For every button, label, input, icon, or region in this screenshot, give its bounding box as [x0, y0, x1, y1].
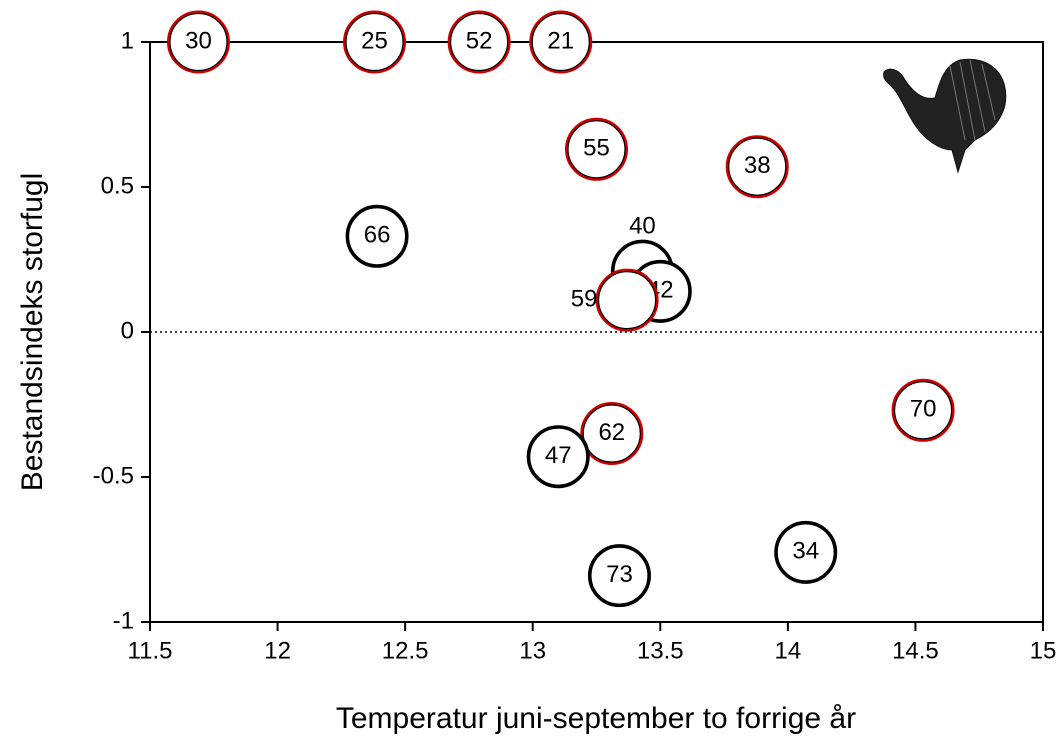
point-label: 47 [545, 442, 572, 469]
data-point-inner-ring [582, 404, 641, 463]
data-point-inner-ring [450, 12, 509, 72]
data-point-inner-ring [728, 137, 787, 196]
x-tick-label: 12 [264, 637, 291, 664]
data-point [774, 520, 838, 584]
point-label: 66 [364, 222, 391, 249]
point-label: 59 [571, 285, 598, 312]
point-label: 38 [744, 152, 771, 179]
y-tick-label: -1 [113, 607, 134, 634]
data-point [587, 544, 651, 608]
x-tick-label: 14 [775, 637, 802, 664]
data-point-inner-ring [347, 207, 407, 266]
data-point-inner-ring [598, 271, 657, 330]
data-point-inner-ring [531, 12, 590, 72]
data-point [447, 10, 511, 74]
point-label: 25 [361, 27, 388, 54]
x-axis-label: Temperatur juni-september to forrige år [336, 702, 856, 735]
data-point-inner-ring [590, 546, 649, 605]
y-tick-label: 0 [121, 317, 134, 344]
y-tick-label: -0.5 [93, 462, 134, 489]
x-tick-label: 12.5 [382, 637, 429, 664]
point-label: 21 [547, 27, 574, 54]
point-label: 52 [466, 27, 493, 54]
point-label: 62 [598, 419, 625, 446]
x-tick-label: 11.5 [128, 637, 173, 664]
data-point-inner-ring [893, 381, 953, 440]
x-tick-label: 14.5 [892, 637, 939, 664]
point-label: 34 [792, 538, 819, 565]
data-point-inner-ring [345, 12, 404, 72]
data-point [580, 402, 644, 465]
x-tick-label: 15 [1030, 637, 1057, 664]
point-label: 40 [629, 212, 656, 239]
x-tick-label: 13 [519, 637, 546, 664]
data-point [595, 268, 659, 332]
bird-illustration [883, 58, 1007, 174]
y-tick-label: 1 [121, 27, 134, 54]
data-point [565, 117, 628, 181]
data-point-inner-ring [529, 427, 588, 486]
data-point-inner-ring [776, 523, 835, 582]
data-point [725, 135, 789, 199]
y-tick-label: 0.5 [101, 172, 134, 199]
y-axis-label: Bestandsindeks storfugl [16, 173, 49, 492]
data-point [343, 10, 407, 74]
data-point [345, 204, 409, 268]
data-point-inner-ring [567, 120, 626, 179]
data-point [526, 425, 590, 489]
data-point [166, 10, 230, 74]
point-label: 30 [185, 27, 212, 54]
data-point-inner-ring [169, 12, 228, 72]
point-label: 55 [583, 135, 610, 162]
data-point [891, 378, 955, 442]
point-label: 73 [606, 561, 633, 588]
data-point [529, 10, 593, 74]
x-tick-label: 13.5 [637, 637, 684, 664]
point-label: 70 [910, 396, 937, 423]
